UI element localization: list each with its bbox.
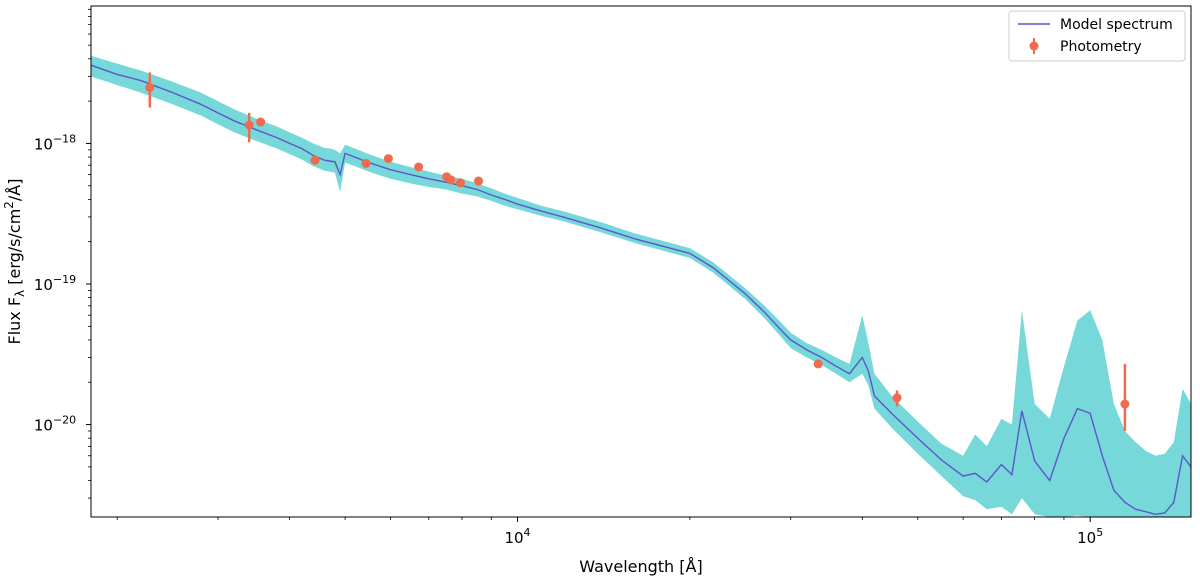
photometry-point: [414, 162, 424, 172]
photometry-point: [455, 178, 465, 188]
photometry-point: [474, 176, 484, 186]
model-spectrum-layer: [91, 64, 1191, 516]
photometry-marker: [1120, 399, 1130, 409]
y-tick-label: 10−18: [34, 132, 76, 153]
photometry-point: [892, 390, 902, 407]
photometry-point: [1120, 363, 1130, 431]
photometry-marker: [256, 117, 266, 127]
y-label-mid: [erg/s/cm: [5, 209, 24, 290]
legend-model-label: Model spectrum: [1060, 17, 1173, 33]
plot-frame: [90, 5, 1192, 518]
legend-photometry-marker: [1029, 41, 1039, 51]
y-label-pre: Flux F: [5, 297, 24, 345]
photometry-point: [361, 158, 371, 168]
y-label-sup: 2: [2, 201, 16, 209]
photometry-layer: [145, 72, 1130, 431]
y-label-post: /Å]: [5, 179, 24, 202]
photometry-marker: [145, 82, 155, 92]
model-spectrum-line: [91, 64, 1191, 516]
photometry-point: [256, 117, 266, 127]
photometry-point: [446, 175, 456, 185]
photometry-marker: [892, 393, 902, 403]
photometry-point: [310, 155, 320, 165]
legend: Model spectrum Photometry: [1008, 10, 1186, 62]
x-tick-label: 105: [1077, 526, 1103, 547]
photometry-point: [813, 359, 823, 369]
legend-photometry-label: Photometry: [1060, 39, 1142, 55]
photometry-marker: [310, 155, 320, 165]
x-axis-label: Wavelength [Å]: [579, 557, 702, 576]
photometry-marker: [813, 359, 823, 369]
photometry-point: [244, 112, 254, 143]
x-tick-label: 104: [504, 526, 530, 547]
y-axis-label: Flux Fλ [erg/s/cm2/Å]: [2, 179, 27, 345]
legend-box: [1008, 10, 1186, 62]
model-uncertainty-band: [91, 55, 1191, 517]
photometry-marker: [414, 162, 424, 172]
photometry-marker: [244, 120, 254, 130]
photometry-marker: [474, 176, 484, 186]
photometry-marker: [455, 178, 465, 188]
photometry-marker: [361, 158, 371, 168]
y-tick-label: 10−20: [34, 414, 76, 435]
model-uncertainty-band-layer: [91, 55, 1191, 517]
photometry-marker: [446, 175, 456, 185]
y-tick-label: 10−19: [34, 273, 76, 294]
axis-ticks: 104 105 10−20 10−19 10−18: [34, 8, 1103, 547]
photometry-point: [383, 154, 393, 164]
y-label-sub: λ: [13, 290, 27, 297]
photometry-point: [145, 72, 155, 108]
photometry-marker: [383, 154, 393, 164]
